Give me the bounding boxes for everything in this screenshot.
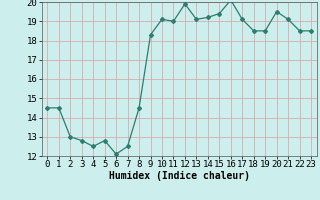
X-axis label: Humidex (Indice chaleur): Humidex (Indice chaleur) — [109, 171, 250, 181]
